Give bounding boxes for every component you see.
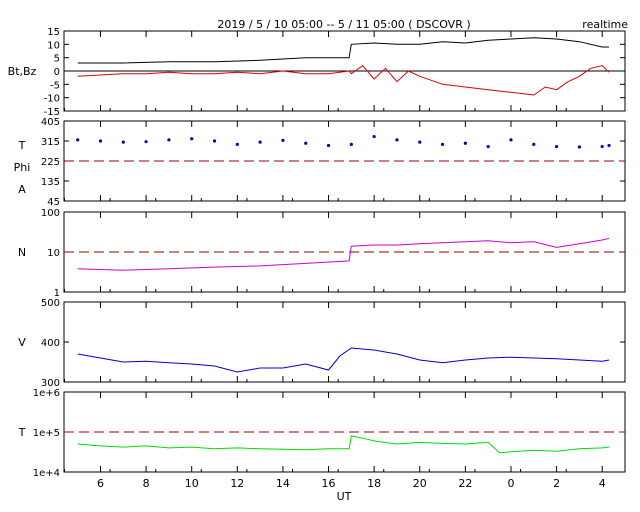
panel-2: 405 315 225 135 45 T Phi A (14, 117, 626, 208)
y-tick-label: 400 (41, 338, 60, 349)
data-point-phi (486, 144, 490, 149)
data-point-phi (509, 138, 513, 142)
panel-label: N (18, 246, 26, 259)
data-point-phi (440, 142, 445, 146)
panel-3: 100 10 1 N (18, 208, 626, 299)
chart-title: 2019 / 5 / 10 05:00 -- 5 / 11 05:00 ( DS… (217, 18, 470, 31)
y-tick-label: 10 (47, 248, 60, 259)
y-tick-label: 135 (41, 177, 60, 188)
y-tick-label: 300 (41, 378, 60, 389)
series-bz-line (77, 65, 610, 96)
x-axis-label: UT (337, 490, 352, 503)
data-point-phi (144, 140, 148, 144)
x-tick-labels: 6 8 10 12 14 16 18 20 22 0 2 4 (97, 477, 606, 490)
panel-label: A (18, 183, 26, 196)
series-t-line (77, 435, 610, 454)
y-tick-label: 15 (47, 27, 60, 38)
series-v-line (77, 347, 610, 373)
data-point-phi (349, 142, 353, 146)
panel-label: T (18, 426, 26, 439)
data-point-phi (281, 138, 285, 142)
data-point-phi (372, 134, 376, 139)
realtime-badge: realtime (582, 18, 628, 31)
panel-label: Bt,Bz (8, 65, 37, 78)
x-tick-label: 12 (230, 477, 244, 490)
panel-label: Phi (14, 161, 31, 174)
data-point-phi (326, 143, 331, 148)
data-point-phi (235, 142, 239, 146)
data-point-phi (418, 140, 422, 144)
y-tick-label: 45 (47, 197, 60, 208)
data-point-phi (76, 138, 80, 142)
y-tick-label: 225 (41, 157, 60, 168)
panel-frame (63, 301, 626, 383)
panels: 15 10 5 0 -5 -10 -15 Bt,Bz 405 315 225 135 45 T Phi A 10… (8, 27, 626, 479)
series-n-line (77, 237, 610, 271)
y-tick-label: -15 (44, 107, 60, 118)
data-point-phi (98, 139, 103, 143)
y-tick-label: 315 (41, 137, 60, 148)
data-point-phi (577, 145, 581, 149)
data-point-phi (190, 137, 194, 141)
x-tick-label: 4 (599, 477, 606, 490)
y-tick-label: 100 (41, 208, 60, 219)
y-tick-label: 500 (41, 298, 60, 309)
series-bt-line (77, 37, 609, 64)
data-point-phi (258, 140, 262, 144)
y-tick-label: -5 (50, 80, 60, 91)
x-tick-label: 10 (185, 477, 199, 490)
data-point-phi (395, 138, 399, 142)
x-tick-label: 18 (367, 477, 381, 490)
data-point-phi (167, 138, 171, 142)
y-tick-label: 5 (54, 54, 60, 65)
y-tick-label: 405 (41, 117, 60, 128)
panel-label: V (18, 336, 26, 349)
y-tick-label: 1e+4 (33, 468, 60, 479)
data-point-phi (304, 141, 308, 145)
panel-4: 500 400 300 V (18, 298, 626, 389)
x-tick-label: 20 (413, 477, 427, 490)
data-point-phi (463, 141, 467, 145)
x-tick-label: 22 (458, 477, 472, 490)
y-tick-label: -10 (44, 94, 60, 105)
data-point-phi (212, 139, 217, 143)
data-point-phi (532, 142, 536, 146)
y-tick-label: 1e+5 (33, 428, 60, 439)
x-tick-label: 6 (97, 477, 104, 490)
y-tick-label: 1 (54, 288, 60, 299)
x-tick-label: 14 (276, 477, 290, 490)
y-tick-label: 10 (47, 40, 60, 51)
data-point-phi (121, 140, 125, 144)
x-tick-label: 16 (322, 477, 336, 490)
x-tick-label: 2 (553, 477, 560, 490)
x-tick-label: 0 (507, 477, 514, 490)
panel-5: 1e+6 1e+5 1e+4 T (18, 388, 626, 479)
data-point-phi (607, 143, 611, 148)
panel-1: 15 10 5 0 -5 -10 -15 Bt,Bz (8, 27, 626, 118)
data-point-phi (554, 144, 559, 149)
data-point-phi (600, 144, 604, 149)
y-tick-label: 1e+6 (33, 388, 60, 399)
panel-label: T (18, 139, 26, 152)
x-tick-label: 8 (143, 477, 150, 490)
y-tick-label: 0 (54, 67, 60, 78)
